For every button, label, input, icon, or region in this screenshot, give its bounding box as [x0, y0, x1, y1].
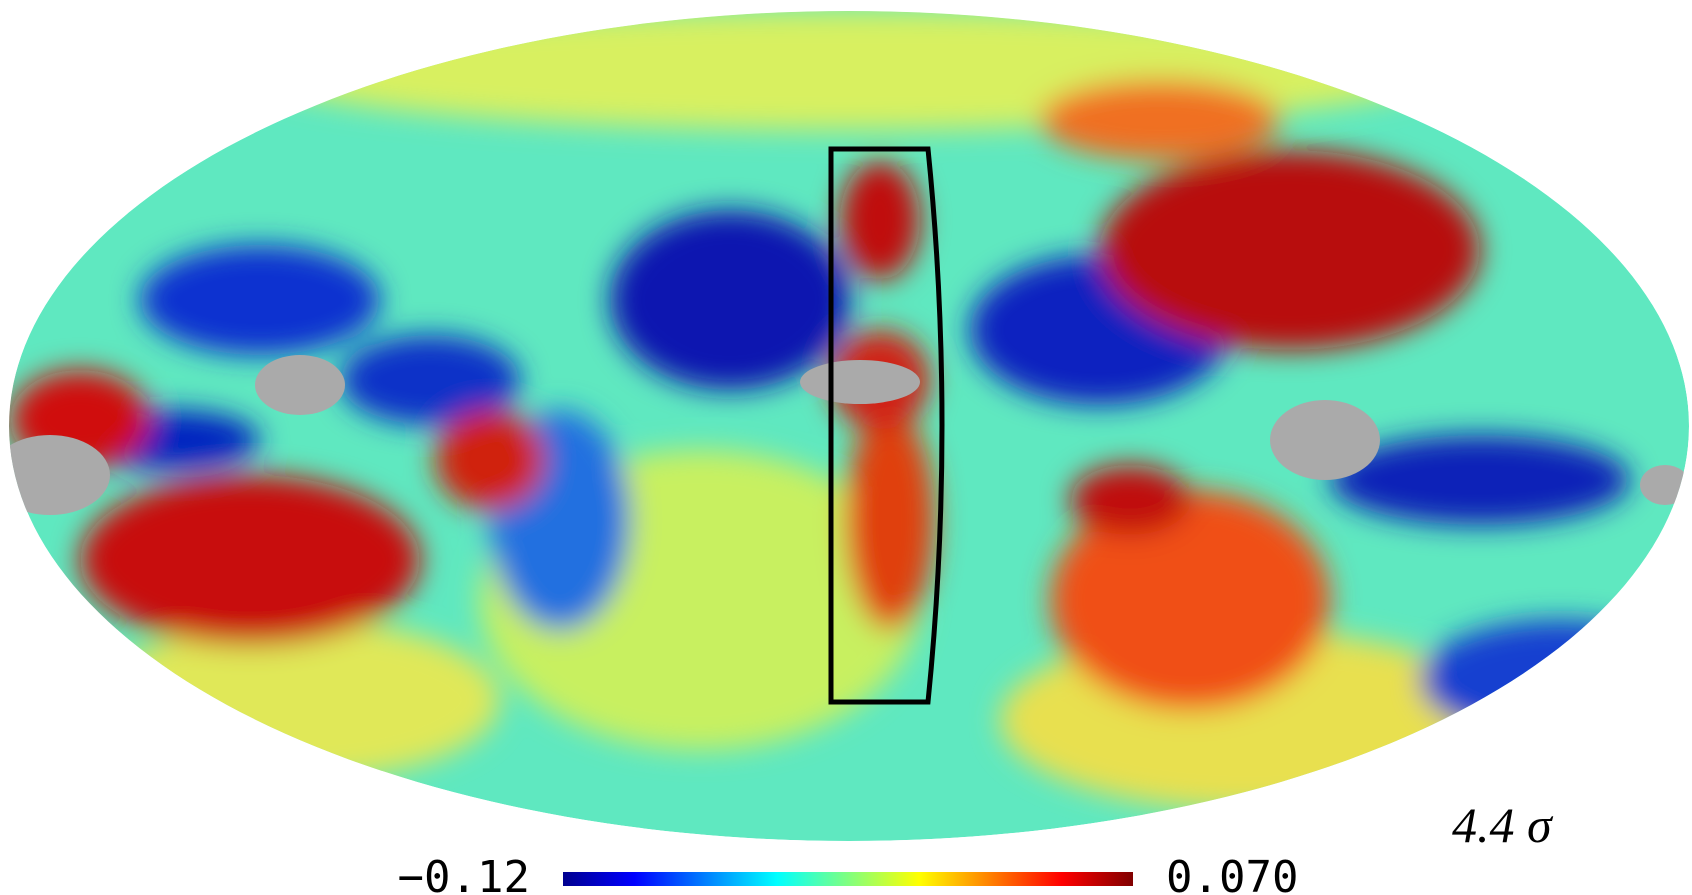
region-outline: [828, 146, 945, 705]
colorbar-min-label: −0.12: [398, 852, 530, 895]
mollweide-map: [9, 11, 1689, 841]
colorbar-max-label: 0.070: [1166, 852, 1298, 895]
colorbar: [563, 872, 1133, 886]
significance-annotation: 4.4 σ: [1452, 797, 1554, 853]
